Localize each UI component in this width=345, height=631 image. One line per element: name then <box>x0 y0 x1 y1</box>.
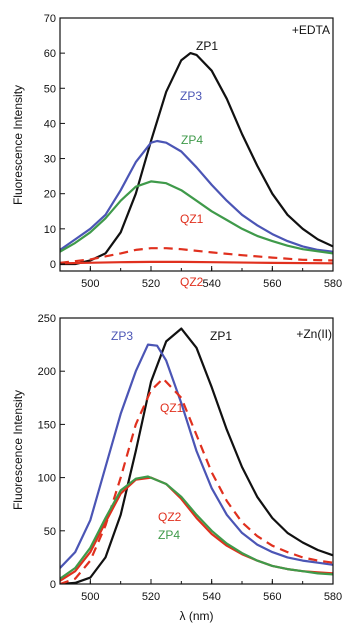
series-label-zp4: ZP4 <box>181 133 203 147</box>
x-tick-label: 540 <box>202 591 220 603</box>
series-label-qz1: QZ1 <box>160 401 184 415</box>
series-line-qz1 <box>60 377 333 584</box>
x-tick-label: 560 <box>263 278 281 290</box>
series-label-zp3: ZP3 <box>111 329 133 343</box>
series-label-qz1: QZ1 <box>180 212 204 226</box>
y-axis-label: Fluorescence Intensity <box>11 390 25 510</box>
series-label-zp3: ZP3 <box>180 89 202 103</box>
series-line-zp3 <box>60 343 333 569</box>
x-axis-label: λ (nm) <box>180 609 214 623</box>
y-tick-label: 250 <box>38 313 56 325</box>
y-tick-label: 40 <box>44 118 56 130</box>
x-tick-label: 500 <box>81 591 99 603</box>
x-tick-label: 520 <box>142 591 160 603</box>
y-axis-label: Fluorescence Intensity <box>11 85 25 205</box>
y-tick-label: 0 <box>50 579 56 591</box>
y-tick-label: 60 <box>44 48 56 60</box>
y-tick-label: 10 <box>44 224 56 236</box>
panel-annotation: +Zn(II) <box>296 327 332 341</box>
y-tick-label: 200 <box>38 366 56 378</box>
x-tick-label: 580 <box>324 278 342 290</box>
series-line-zp4 <box>60 180 333 255</box>
x-tick-label: 580 <box>324 591 342 603</box>
y-tick-label: 150 <box>38 419 56 431</box>
x-tick-label: 500 <box>81 278 99 290</box>
series-line-qz2 <box>60 260 333 265</box>
y-tick-label: 0 <box>50 259 56 271</box>
x-tick-label: 520 <box>142 278 160 290</box>
y-tick-label: 70 <box>44 13 56 25</box>
series-label-qz2: QZ2 <box>180 275 204 289</box>
y-tick-label: 100 <box>38 473 56 485</box>
series-label-zp1: ZP1 <box>210 329 232 343</box>
y-tick-label: 50 <box>44 526 56 538</box>
series-label-zp1: ZP1 <box>196 39 218 53</box>
series-line-zp4 <box>60 475 333 580</box>
series-label-qz2: QZ2 <box>158 510 182 524</box>
plot-frame <box>59 317 334 585</box>
series-line-zp3 <box>60 139 333 253</box>
y-tick-label: 30 <box>44 154 56 166</box>
x-tick-label: 540 <box>202 278 220 290</box>
y-tick-label: 50 <box>44 83 56 95</box>
y-tick-label: 20 <box>44 189 56 201</box>
series-line-zp1 <box>60 51 333 266</box>
series-line-zp1 <box>60 327 333 584</box>
chart-panel-1: 500 520 540 560 580 0 10 20 30 40 50 60 70 Fluorescen… <box>11 13 342 290</box>
panel-annotation: +EDTA <box>292 23 330 37</box>
x-tick-label: 560 <box>263 591 281 603</box>
series-label-zp4: ZP4 <box>158 528 180 542</box>
plot-frame <box>59 17 334 272</box>
chart-panel-2: 500 520 540 560 580 0 50 100 150 200 250 Fluorescen… <box>11 313 342 623</box>
